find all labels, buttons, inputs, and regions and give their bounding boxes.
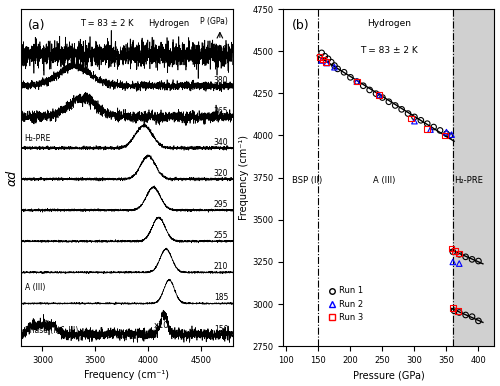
Point xyxy=(454,308,462,314)
Point xyxy=(330,64,338,70)
Text: 380: 380 xyxy=(214,76,228,85)
Point xyxy=(449,305,457,312)
Text: 340: 340 xyxy=(214,138,228,147)
Text: H₂-PRE: H₂-PRE xyxy=(454,176,484,186)
Point xyxy=(316,54,324,60)
Point xyxy=(451,248,459,254)
Point xyxy=(318,50,326,56)
Text: Phase (II & III): Phase (II & III) xyxy=(24,325,78,335)
Point xyxy=(423,125,431,132)
Point xyxy=(455,309,463,315)
Text: x10: x10 xyxy=(154,321,169,330)
Point xyxy=(449,259,457,265)
Point xyxy=(417,117,425,124)
Point xyxy=(398,106,406,112)
Text: Hydrogen: Hydrogen xyxy=(367,19,411,28)
Point xyxy=(334,66,342,72)
Point xyxy=(436,127,444,134)
Text: 210: 210 xyxy=(214,262,228,271)
Text: P (GPa): P (GPa) xyxy=(200,17,228,25)
Text: T = 83 ± 2 K: T = 83 ± 2 K xyxy=(80,19,134,28)
Y-axis label: αd: αd xyxy=(6,169,18,186)
Point xyxy=(448,132,456,138)
Point xyxy=(430,124,438,130)
Text: 295: 295 xyxy=(214,200,228,209)
Text: 365: 365 xyxy=(214,107,228,116)
Point xyxy=(346,74,354,80)
Point xyxy=(353,78,361,85)
Point xyxy=(391,102,399,108)
Text: 185: 185 xyxy=(214,293,228,303)
Point xyxy=(327,59,335,65)
Point xyxy=(321,53,329,59)
Point xyxy=(323,60,331,66)
Legend: Run 1, Run 2, Run 3: Run 1, Run 2, Run 3 xyxy=(326,283,366,325)
Point xyxy=(366,87,374,93)
Point xyxy=(455,251,463,257)
Point xyxy=(423,120,431,127)
Point xyxy=(372,91,380,97)
Point xyxy=(324,56,332,62)
Point xyxy=(442,129,450,135)
Point xyxy=(375,92,383,98)
Point xyxy=(340,69,348,75)
Point xyxy=(319,56,327,63)
Point xyxy=(462,254,469,260)
Text: 400: 400 xyxy=(214,45,228,54)
Text: 320: 320 xyxy=(214,169,228,178)
Point xyxy=(449,249,457,255)
Point xyxy=(410,118,418,124)
Text: 150: 150 xyxy=(214,325,228,334)
Text: Hydrogen: Hydrogen xyxy=(148,19,190,28)
Point xyxy=(353,78,361,85)
Text: (b): (b) xyxy=(292,19,310,32)
X-axis label: Frequency (cm⁻¹): Frequency (cm⁻¹) xyxy=(84,371,170,381)
Point xyxy=(448,245,456,252)
Text: H₂-PRE: H₂-PRE xyxy=(24,134,51,143)
Bar xyxy=(453,9,494,346)
Text: (a): (a) xyxy=(28,19,45,32)
Point xyxy=(468,313,476,320)
X-axis label: Pressure (GPa): Pressure (GPa) xyxy=(353,371,424,381)
Point xyxy=(450,308,458,314)
Point xyxy=(455,251,463,257)
Point xyxy=(407,115,415,122)
Point xyxy=(330,63,338,69)
Point xyxy=(474,318,482,324)
Point xyxy=(455,261,463,267)
Text: x4: x4 xyxy=(64,103,74,112)
Text: 255: 255 xyxy=(214,231,228,240)
Point xyxy=(410,114,418,120)
Point xyxy=(446,133,454,139)
Point xyxy=(322,59,330,65)
Point xyxy=(441,132,449,139)
Point xyxy=(318,58,326,64)
Point xyxy=(359,83,367,89)
Text: T = 83 ± 2 K: T = 83 ± 2 K xyxy=(360,46,418,55)
Point xyxy=(468,256,476,262)
Point xyxy=(474,258,482,264)
Point xyxy=(375,92,383,98)
Text: BSP (II): BSP (II) xyxy=(292,176,322,186)
Point xyxy=(462,312,469,318)
Point xyxy=(385,99,393,105)
Text: A (III): A (III) xyxy=(24,283,45,292)
Point xyxy=(442,131,450,137)
Point xyxy=(404,110,412,117)
Point xyxy=(426,127,434,133)
Point xyxy=(353,78,361,85)
Text: A (III): A (III) xyxy=(373,176,396,186)
Y-axis label: Frequency (cm⁻¹): Frequency (cm⁻¹) xyxy=(240,135,250,220)
Point xyxy=(378,95,386,101)
